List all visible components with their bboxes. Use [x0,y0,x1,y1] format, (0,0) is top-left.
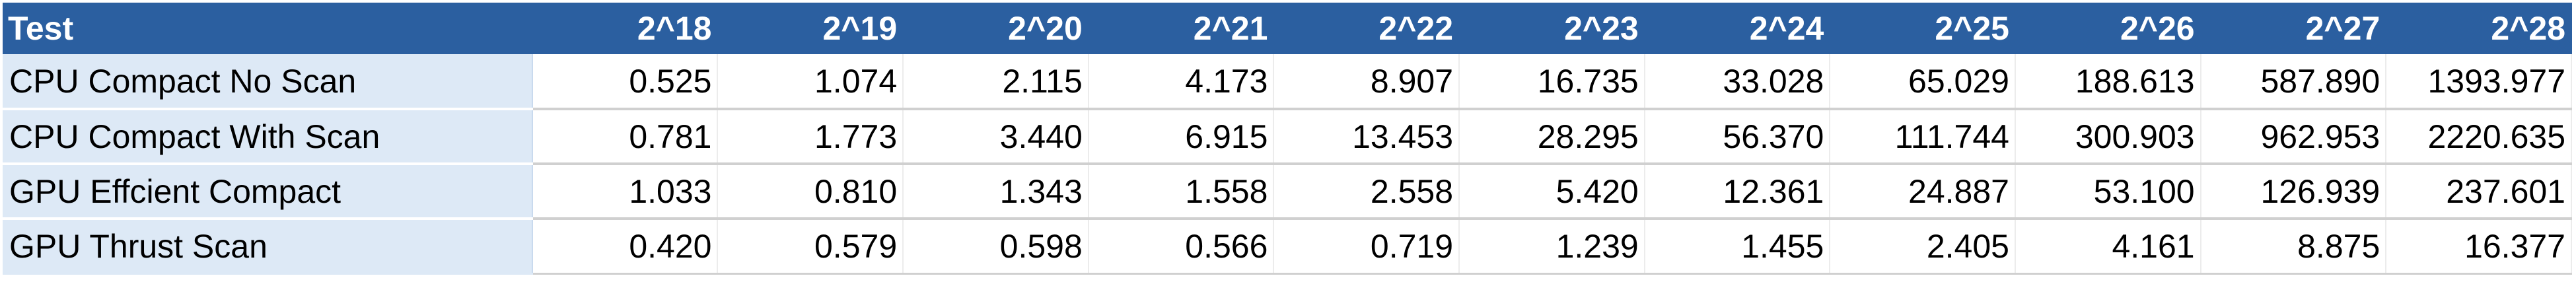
data-cell[interactable]: 12.361 [1644,164,1831,220]
data-cell[interactable]: 1.455 [1644,219,1831,275]
data-cell[interactable]: 3.440 [903,109,1089,165]
header-cell-2-20[interactable]: 2^20 [903,3,1089,54]
row-label-cell[interactable]: GPU Effcient Compact [3,164,533,220]
data-cell[interactable]: 4.173 [1088,54,1275,110]
header-cell-test[interactable]: Test [3,3,533,54]
header-row: Test 2^18 2^19 2^20 2^21 2^22 2^23 2^24 … [3,3,2572,54]
data-cell[interactable]: 1393.977 [2386,54,2572,110]
table-row-gpu-thrust-scan: GPU Thrust Scan 0.420 0.579 0.598 0.566 … [3,219,2572,275]
data-cell[interactable]: 0.598 [903,219,1089,275]
header-cell-2-26[interactable]: 2^26 [2015,3,2201,54]
data-cell[interactable]: 8.907 [1273,54,1460,110]
data-cell[interactable]: 2.405 [1830,219,2016,275]
table-row-gpu-efficient-compact: GPU Effcient Compact 1.033 0.810 1.343 1… [3,164,2572,220]
data-cell[interactable]: 6.915 [1088,109,1275,165]
data-cell[interactable]: 1.773 [717,109,904,165]
header-cell-2-23[interactable]: 2^23 [1459,3,1645,54]
data-cell[interactable]: 300.903 [2015,109,2201,165]
data-cell[interactable]: 1.558 [1088,164,1275,220]
data-cell[interactable]: 4.161 [2015,219,2201,275]
data-cell[interactable]: 0.810 [717,164,904,220]
data-cell[interactable]: 8.875 [2200,219,2387,275]
header-cell-2-21[interactable]: 2^21 [1088,3,1275,54]
data-cell[interactable]: 126.939 [2200,164,2387,220]
data-cell[interactable]: 0.525 [532,54,719,110]
table-row-cpu-compact-with-scan: CPU Compact With Scan 0.781 1.773 3.440 … [3,109,2572,165]
header-cell-2-18[interactable]: 2^18 [532,3,719,54]
header-cell-2-27[interactable]: 2^27 [2200,3,2387,54]
data-cell[interactable]: 587.890 [2200,54,2387,110]
data-cell[interactable]: 53.100 [2015,164,2201,220]
data-cell[interactable]: 0.781 [532,109,719,165]
data-cell[interactable]: 2.558 [1273,164,1460,220]
data-cell[interactable]: 1.343 [903,164,1089,220]
data-cell[interactable]: 1.033 [532,164,719,220]
data-cell[interactable]: 16.735 [1459,54,1645,110]
data-cell[interactable]: 1.074 [717,54,904,110]
header-cell-2-22[interactable]: 2^22 [1273,3,1460,54]
row-label-cell[interactable]: CPU Compact No Scan [3,54,533,110]
data-cell[interactable]: 5.420 [1459,164,1645,220]
data-cell[interactable]: 111.744 [1830,109,2016,165]
data-cell[interactable]: 2220.635 [2386,109,2572,165]
row-label-cell[interactable]: CPU Compact With Scan [3,109,533,165]
header-cell-2-19[interactable]: 2^19 [717,3,904,54]
table-row-cpu-compact-no-scan: CPU Compact No Scan 0.525 1.074 2.115 4.… [3,54,2572,110]
data-cell[interactable]: 24.887 [1830,164,2016,220]
data-cell[interactable]: 0.420 [532,219,719,275]
data-cell[interactable]: 28.295 [1459,109,1645,165]
data-cell[interactable]: 0.566 [1088,219,1275,275]
data-cell[interactable]: 33.028 [1644,54,1831,110]
data-cell[interactable]: 56.370 [1644,109,1831,165]
data-cell[interactable]: 0.579 [717,219,904,275]
data-cell[interactable]: 2.115 [903,54,1089,110]
data-cell[interactable]: 962.953 [2200,109,2387,165]
header-cell-2-25[interactable]: 2^25 [1830,3,2016,54]
benchmark-table: Test 2^18 2^19 2^20 2^21 2^22 2^23 2^24 … [3,3,2572,275]
data-cell[interactable]: 237.601 [2386,164,2572,220]
header-cell-2-24[interactable]: 2^24 [1644,3,1831,54]
data-cell[interactable]: 0.719 [1273,219,1460,275]
data-cell[interactable]: 13.453 [1273,109,1460,165]
data-cell[interactable]: 65.029 [1830,54,2016,110]
header-cell-2-28[interactable]: 2^28 [2386,3,2572,54]
data-cell[interactable]: 16.377 [2386,219,2572,275]
data-cell[interactable]: 188.613 [2015,54,2201,110]
data-cell[interactable]: 1.239 [1459,219,1645,275]
row-label-cell[interactable]: GPU Thrust Scan [3,219,533,275]
